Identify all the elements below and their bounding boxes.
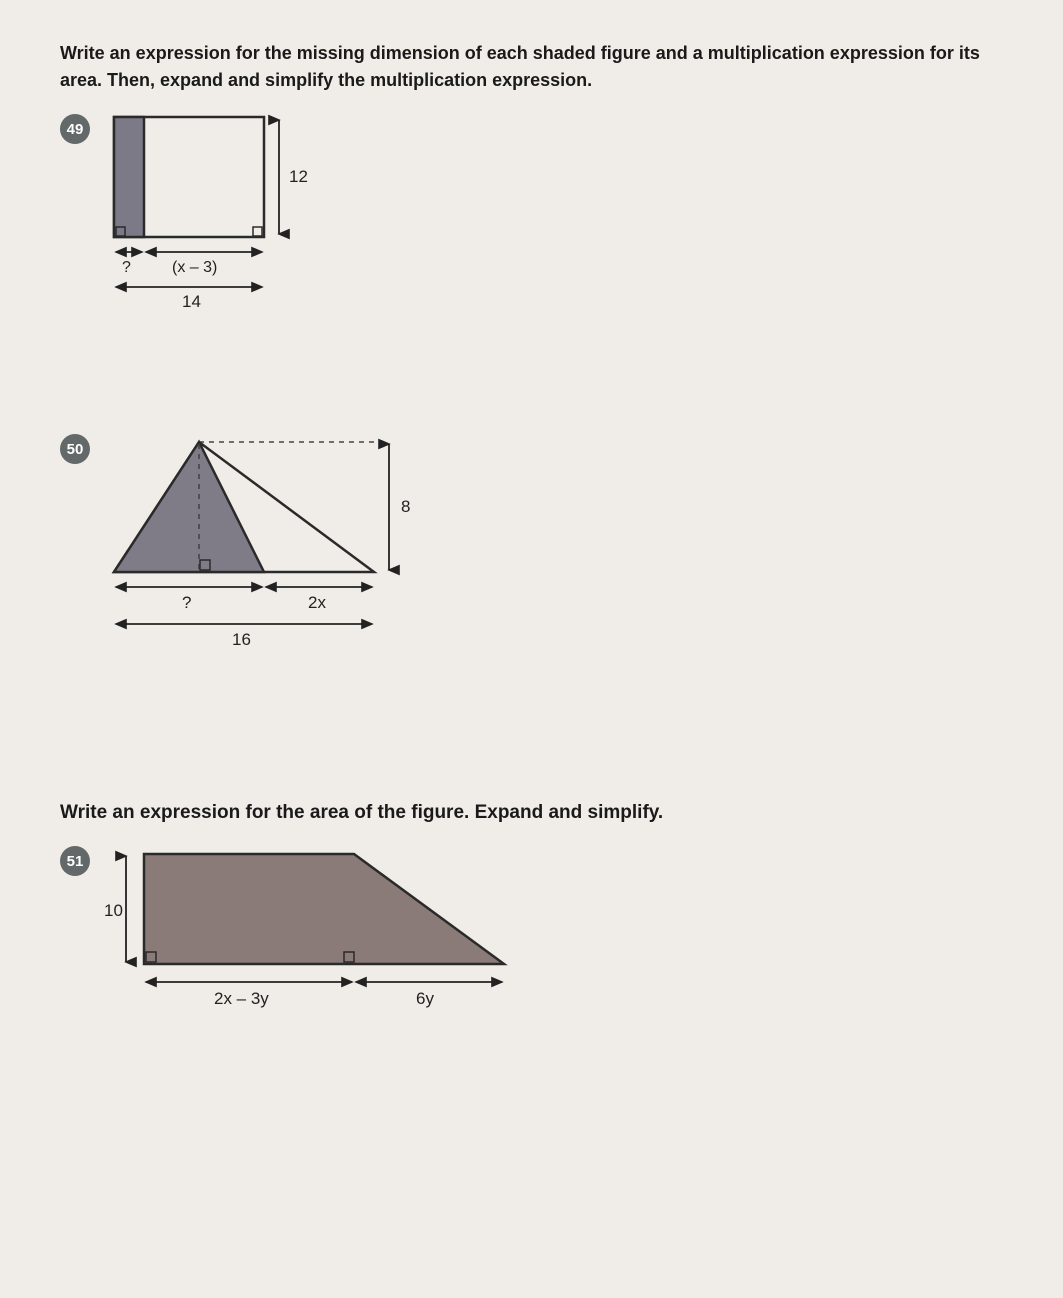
- label-51-rect: 2x – 3y: [214, 989, 269, 1008]
- label-49-inner: (x – 3): [172, 259, 217, 276]
- problem-number-51: 51: [60, 846, 90, 876]
- label-49-height: 12: [289, 167, 308, 186]
- label-51-height: 10: [104, 901, 123, 920]
- problem-50: 50 8 ? 2x 16: [60, 432, 1003, 662]
- label-50-height: 8: [401, 497, 410, 516]
- figure-50: 8 ? 2x 16: [104, 432, 444, 662]
- label-49-total: 14: [182, 292, 201, 311]
- instructions-bottom: Write an expression for the area of the …: [60, 802, 1003, 824]
- label-51-tri: 6y: [416, 989, 434, 1008]
- figure-49: 12 ? (x – 3) 14: [104, 112, 364, 332]
- figure-51: 10 2x – 3y 6y: [104, 844, 554, 1034]
- problem-49: 49: [60, 112, 1003, 332]
- label-50-2x: 2x: [308, 593, 326, 612]
- problem-number-50: 50: [60, 434, 90, 464]
- label-50-q: ?: [182, 593, 191, 612]
- instructions-top: Write an expression for the missing dime…: [60, 40, 980, 94]
- problem-51: 51 10 2x – 3y 6y: [60, 844, 1003, 1034]
- label-50-total: 16: [232, 630, 251, 649]
- label-49-q: ?: [122, 259, 131, 276]
- problem-number-49: 49: [60, 114, 90, 144]
